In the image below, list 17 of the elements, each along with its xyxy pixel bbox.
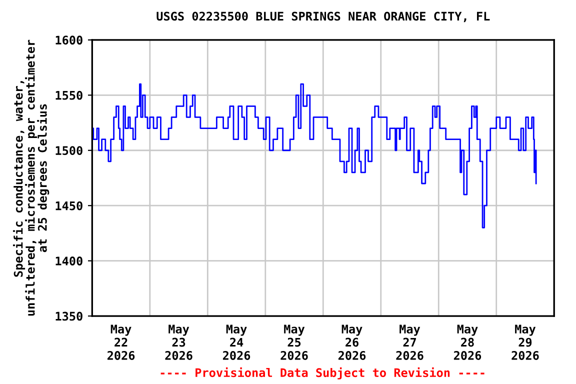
x-tick-label: May 28 2026: [454, 324, 482, 360]
chart-title: USGS 02235500 BLUE SPRINGS NEAR ORANGE CITY, FL: [156, 12, 490, 22]
y-tick-label: 1450: [56, 201, 82, 210]
y-tick-label: 1500: [56, 146, 82, 156]
y-tick-label: 1600: [56, 36, 82, 45]
x-tick-label: May 26 2026: [338, 324, 366, 360]
x-tick-label: May 25 2026: [280, 324, 308, 360]
y-tick-label: 1550: [56, 90, 82, 100]
y-tick-label: 1400: [56, 256, 82, 266]
x-tick-label: May 27 2026: [396, 324, 424, 360]
x-tick-label: May 29 2026: [512, 324, 539, 360]
text: ---- Provisional Data Subject to Revision ----: [160, 367, 484, 380]
x-tick-label: May 23 2026: [165, 324, 192, 360]
y-axis-title: Specific conductance, water, unfiltered, microsiemens per centimeter at 25 degrees Celsius: [13, 40, 50, 316]
x-tick-label: May 22 2026: [107, 324, 135, 360]
y-tick-label: 1350: [56, 312, 82, 321]
x-tick-label: May 24 2026: [222, 324, 250, 360]
